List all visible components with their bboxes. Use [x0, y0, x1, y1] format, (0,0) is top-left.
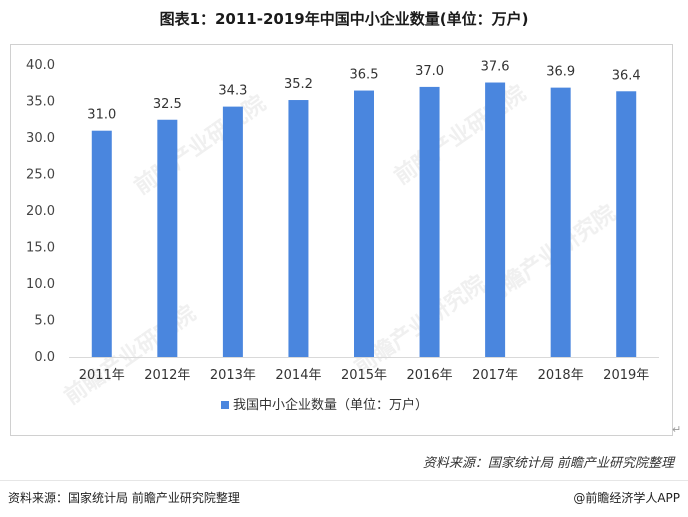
- bar-data-label: 36.4: [612, 68, 641, 83]
- x-tick-label: 2011年: [79, 368, 125, 383]
- x-tick-label: 2018年: [538, 368, 584, 383]
- y-tick-label: 35.0: [26, 95, 55, 110]
- bar: [485, 82, 506, 357]
- x-tick-label: 2013年: [210, 368, 256, 383]
- watermark-layer: 前瞻产业研究院前瞻产业研究院前瞻产业研究院前瞻产业研究院前瞻产业研究院: [60, 80, 621, 410]
- y-tick-label: 15.0: [26, 241, 55, 256]
- x-tick-label: 2014年: [275, 368, 321, 383]
- bar-data-label: 37.0: [415, 64, 444, 79]
- paragraph-mark-icon: ↵: [672, 423, 682, 436]
- bar: [288, 100, 309, 357]
- data-labels-group: 31.0 32.5 34.3 35.2 36.5 37.0 37.6 36.9 36.4: [87, 60, 640, 123]
- legend-label: 我国中小企业数量（单位：万户）: [233, 397, 428, 413]
- footer-source: 资料来源：国家统计局 前瞻产业研究院整理: [8, 491, 240, 505]
- bar: [222, 106, 243, 357]
- footer-divider: [0, 480, 688, 481]
- footer-brand: @前瞻经济学人APP: [573, 491, 680, 505]
- bars-group: [91, 82, 637, 358]
- bar-data-label: 36.9: [546, 65, 575, 80]
- bar: [354, 90, 374, 358]
- watermark-text: 前瞻产业研究院: [390, 80, 531, 190]
- bar: [91, 130, 112, 357]
- y-tick-label: 30.0: [26, 131, 55, 146]
- legend-swatch: [221, 401, 229, 409]
- x-tick-label: 2012年: [144, 368, 190, 383]
- bar: [550, 87, 571, 357]
- y-tick-label: 20.0: [26, 204, 55, 219]
- y-tick-label: 10.0: [26, 277, 55, 292]
- watermark-text: 前瞻产业研究院: [130, 90, 271, 200]
- x-tick-label: 2019年: [603, 368, 649, 383]
- bar: [157, 119, 178, 357]
- y-tick-label: 25.0: [26, 168, 55, 183]
- watermark-text: 前瞻产业研究院: [60, 300, 201, 410]
- x-axis: 2011年 2012年 2013年 2014年 2015年 2016年 2017年 2018年…: [79, 368, 650, 383]
- y-axis: 0.0 5.0 10.0 15.0 20.0 25.0 30.0 35.0 40.0: [26, 58, 55, 365]
- legend: 我国中小企业数量（单位：万户）: [221, 397, 428, 413]
- x-tick-label: 2017年: [472, 368, 518, 383]
- bar-data-label: 35.2: [284, 77, 313, 92]
- bar: [616, 91, 637, 357]
- y-tick-label: 5.0: [34, 314, 55, 329]
- y-tick-label: 40.0: [26, 58, 55, 73]
- bar-data-label: 34.3: [218, 84, 247, 99]
- chart-title: 图表1：2011-2019年中国中小企业数量(单位：万户): [159, 10, 529, 28]
- x-tick-label: 2015年: [341, 368, 387, 383]
- chart-frame: 前瞻产业研究院前瞻产业研究院前瞻产业研究院前瞻产业研究院前瞻产业研究院 0.05…: [10, 44, 673, 436]
- source-note: 资料来源：国家统计局 前瞻产业研究院整理: [422, 456, 674, 471]
- bar-data-label: 36.5: [350, 68, 379, 83]
- y-tick-label: 0.0: [34, 350, 55, 365]
- bar-chart: 前瞻产业研究院前瞻产业研究院前瞻产业研究院前瞻产业研究院前瞻产业研究院 0.05…: [26, 58, 659, 413]
- bar: [419, 86, 440, 358]
- bar-data-label: 32.5: [153, 97, 182, 112]
- bar-data-label: 31.0: [87, 108, 116, 123]
- bar-data-label: 37.6: [481, 60, 510, 75]
- x-tick-label: 2016年: [407, 368, 453, 383]
